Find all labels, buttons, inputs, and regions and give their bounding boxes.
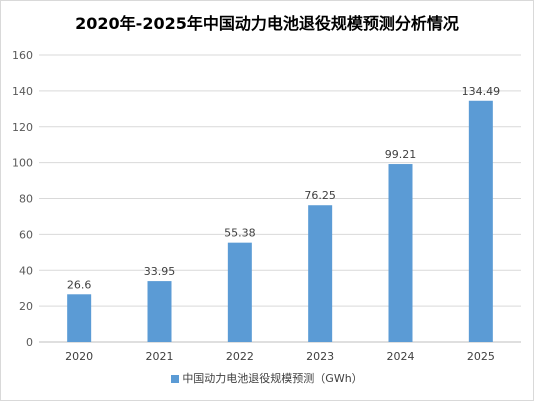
bar <box>308 205 333 342</box>
data-label: 134.49 <box>462 85 501 98</box>
y-tick-label: 60 <box>19 228 33 241</box>
legend-label: 中国动力电池退役规模预测（GWh） <box>182 372 363 385</box>
data-label: 26.6 <box>67 278 92 291</box>
y-tick-label: 40 <box>19 264 33 277</box>
data-label: 99.21 <box>385 148 417 161</box>
data-label: 55.38 <box>224 227 256 240</box>
x-tick-label: 2023 <box>306 350 334 363</box>
y-tick-label: 160 <box>12 49 33 62</box>
bar <box>147 281 172 342</box>
bar <box>388 164 413 342</box>
y-tick-label: 140 <box>12 85 33 98</box>
legend: 中国动力电池退役规模预测（GWh） <box>1 370 533 386</box>
x-tick-label: 2020 <box>65 350 93 363</box>
chart-title: 2020年-2025年中国动力电池退役规模预测分析情况 <box>75 14 459 33</box>
y-tick-label: 20 <box>19 300 33 313</box>
x-tick-label: 2025 <box>467 350 495 363</box>
y-tick-label: 0 <box>26 336 33 349</box>
x-tick-label: 2024 <box>387 350 415 363</box>
bar <box>227 242 252 342</box>
bar <box>67 294 92 342</box>
y-tick-label: 80 <box>19 193 33 206</box>
x-tick-label: 2022 <box>226 350 254 363</box>
data-label: 76.25 <box>304 189 336 202</box>
x-tick-label: 2021 <box>146 350 174 363</box>
y-tick-label: 120 <box>12 121 33 134</box>
data-label: 33.95 <box>144 265 176 278</box>
bar <box>468 100 493 342</box>
y-tick-label: 100 <box>12 157 33 170</box>
legend-swatch <box>171 375 180 383</box>
